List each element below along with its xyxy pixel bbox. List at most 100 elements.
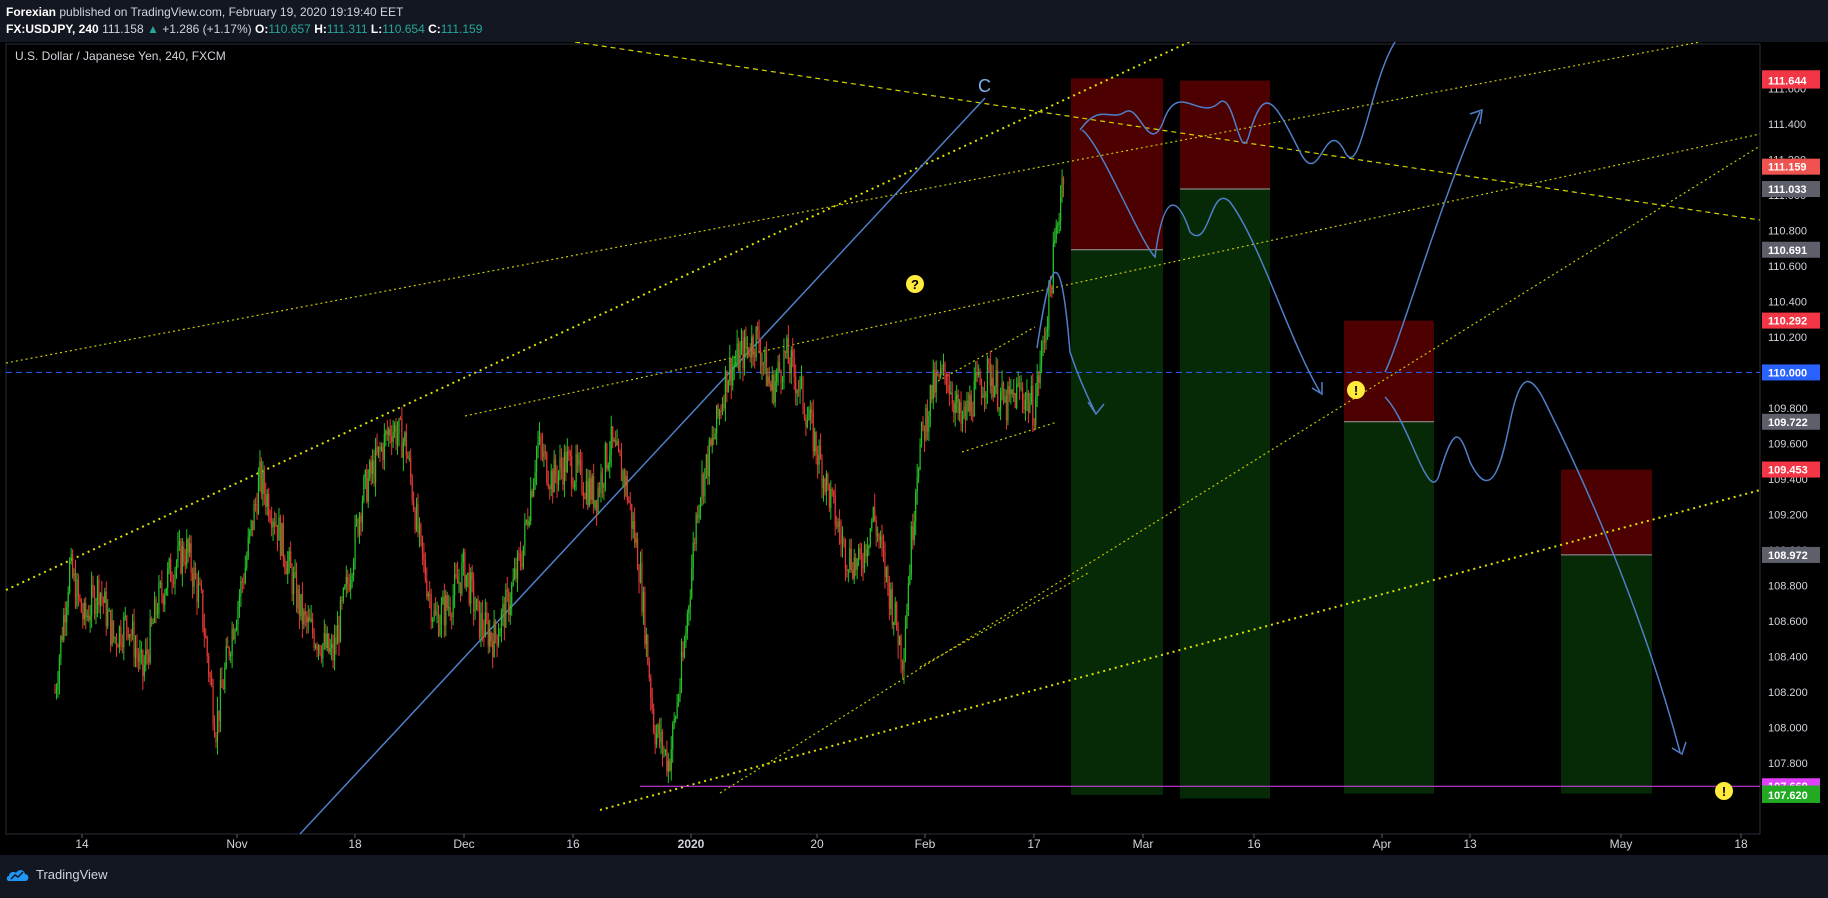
candle-body	[1014, 393, 1016, 409]
time-tick-label: 2020	[678, 837, 705, 851]
candle-body	[234, 630, 236, 640]
candle-body	[597, 487, 599, 512]
candle-body	[273, 521, 276, 526]
candle-body	[729, 358, 731, 381]
candle-body	[925, 407, 927, 440]
candle-body	[934, 369, 936, 393]
candle-body	[737, 343, 740, 371]
candle-body	[723, 403, 725, 409]
candle-body	[903, 657, 905, 670]
candle-body	[553, 459, 555, 493]
candle-body	[316, 645, 318, 651]
candle-body	[454, 574, 456, 596]
tradingview-logo[interactable]: TradingView	[6, 867, 108, 882]
candle-body	[698, 506, 700, 519]
candle-body	[360, 515, 362, 523]
price-label-text: 110.000	[1768, 367, 1807, 379]
candle-body	[1043, 341, 1046, 343]
candle-body	[926, 407, 929, 432]
candle-body	[909, 574, 911, 584]
candle-body	[63, 614, 65, 641]
price-axis[interactable]: 107.800 108.000 108.200 108.400 108.600 108.8…	[1762, 70, 1820, 803]
candle-body	[808, 419, 810, 421]
candle-body	[834, 494, 836, 526]
candle-body	[1007, 386, 1009, 421]
candle-body	[793, 357, 795, 377]
candle-body	[944, 363, 946, 375]
candle-body	[237, 605, 239, 625]
close-value: 111.159	[440, 22, 483, 36]
candle-body	[961, 415, 964, 425]
candle-body	[657, 724, 659, 734]
candle-body	[448, 607, 450, 609]
candle-body	[901, 662, 904, 670]
candle-body	[117, 645, 119, 648]
candle-body	[347, 577, 349, 585]
candle-body	[494, 621, 497, 635]
candle-body	[696, 514, 699, 519]
candle-body	[366, 470, 368, 502]
candle-body	[266, 493, 268, 507]
candle-body	[824, 479, 826, 493]
price-tick-label: 110.400	[1768, 296, 1807, 308]
candle-body	[635, 538, 637, 543]
candle-body	[263, 470, 265, 494]
candle-body	[645, 634, 647, 645]
candle-body	[890, 589, 892, 609]
candle-body	[90, 584, 93, 616]
candle-body	[579, 459, 582, 462]
price-label-box	[1762, 413, 1820, 430]
candle-body	[781, 381, 784, 383]
alert-icon	[1715, 782, 1733, 800]
candle-body	[683, 642, 686, 658]
candle-body	[682, 651, 684, 658]
candle-body	[221, 680, 223, 688]
arrow-head	[1311, 382, 1323, 396]
candle-body	[276, 524, 279, 541]
candle-body	[945, 374, 948, 385]
candle-body	[227, 646, 229, 648]
candle-body	[354, 522, 356, 563]
candle-body	[1062, 177, 1065, 185]
candle-body	[959, 402, 961, 413]
candle-body	[341, 600, 343, 602]
price-label-text: 108.972	[1768, 550, 1808, 562]
price-label-box	[1762, 461, 1820, 478]
candle-body	[1038, 375, 1040, 383]
candle-body	[856, 558, 858, 570]
candle-body	[331, 643, 333, 649]
candle-body	[670, 748, 672, 771]
candle-body	[333, 637, 336, 661]
candle-body	[923, 425, 926, 440]
candle-body	[844, 540, 847, 570]
time-axis[interactable]: 14 Nov 18 Dec 16 2020 20 Feb 17 Mar 16 Apr 13 May 18	[75, 834, 1748, 851]
candle-body	[446, 595, 448, 608]
stop-loss-zone	[1561, 469, 1652, 555]
symbol-label[interactable]: FX:USDJPY, 240	[6, 22, 99, 36]
candle-body	[209, 674, 211, 677]
candle-body	[511, 585, 513, 605]
candle-body	[112, 620, 115, 639]
author-name[interactable]: Forexian	[6, 5, 57, 19]
candle-body	[96, 579, 99, 604]
candle-body	[303, 611, 305, 625]
candle-body	[688, 606, 690, 614]
candle-body	[275, 524, 277, 526]
candle-body	[294, 571, 296, 575]
candle-body	[666, 750, 668, 772]
candle-body	[461, 562, 463, 594]
candle-body	[380, 446, 383, 450]
candle-body	[626, 475, 628, 501]
candle-body	[246, 557, 248, 568]
candle-body	[323, 633, 325, 645]
price-tick-label: 109.800	[1768, 403, 1808, 415]
candle-body	[840, 532, 842, 545]
candle-body	[887, 566, 889, 583]
candle-body	[451, 615, 453, 618]
price-chart[interactable]: U.S. Dollar / Japanese Yen, 240, FXCM C?…	[0, 42, 1828, 855]
candle-body	[1023, 400, 1025, 410]
candle-body	[544, 451, 546, 453]
candle-body	[716, 405, 718, 434]
candle-body	[620, 455, 623, 482]
candle-body	[702, 474, 705, 496]
